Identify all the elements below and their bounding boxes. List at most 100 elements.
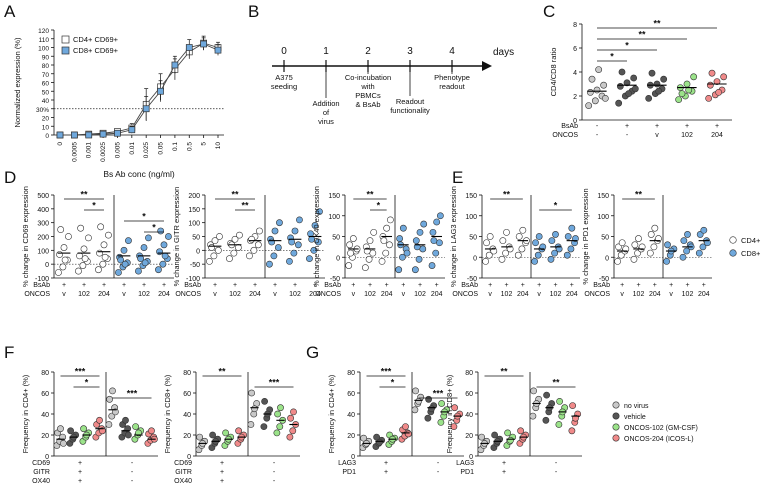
data-point [502,249,509,257]
data-point [450,423,458,430]
panel-g2-row-value: - [555,460,558,467]
data-point [380,237,388,245]
data-point [106,395,114,403]
data-point [386,241,393,249]
panel-d3-row-value: + [351,282,355,289]
data-point [274,410,282,418]
data-point [365,255,373,263]
panel-f2-row-value: - [273,478,276,485]
legend-marker [729,249,737,257]
y-tick-label: 0 [605,255,609,262]
series-marker [200,40,207,48]
data-point [260,423,268,430]
panel-d3-row-label: BsAb [324,282,341,289]
data-point [534,251,542,259]
data-point [211,237,219,245]
panel-e2-row-value: + [685,282,689,289]
data-point [706,81,714,89]
significance-label: * [152,223,156,233]
data-point [140,244,148,251]
data-point [529,412,537,420]
significance-label: *** [433,389,444,399]
data-point [645,95,653,102]
panel-e2-row-label: ONCOS [584,291,610,298]
data-point [135,267,142,275]
data-point [708,69,716,77]
data-point [436,212,444,220]
panel-d1-row-value: + [62,282,66,289]
panel-d1-row-value: v [62,291,66,298]
panel-d2-row-value: + [273,282,277,289]
data-point [345,262,353,269]
panel-c-row-value: - [596,123,599,130]
data-point [268,238,276,246]
panel-d3-row-value: 204 [381,291,393,298]
data-point [276,219,283,227]
legend-marker [612,412,620,420]
data-point [517,427,525,435]
y-tick-label: 300 [37,221,49,228]
significance-label: * [554,201,558,211]
data-point [569,402,577,409]
timeline-day-number: 1 [323,46,329,57]
panel-d2-row-value: 204 [249,291,261,298]
data-point [684,231,691,238]
data-point [653,80,661,88]
data-point [96,249,103,257]
data-point [630,74,638,82]
significance-label: *** [269,378,280,388]
panel-d3-row-value: v [402,291,406,298]
data-point [97,223,105,231]
y-tick-label: 8 [573,22,577,29]
data-point [648,69,656,77]
timeline-annotation: readout [439,82,465,91]
panel-e2-row-value: 204 [698,291,710,298]
data-point [519,226,527,234]
data-point [157,227,165,235]
data-point [96,416,103,424]
y-axis-label: % change in OX40 expression [312,186,321,287]
data-point [593,86,601,94]
y-tick-label: 4 [573,70,577,77]
y-tick-label: 100 [328,214,340,221]
series-marker [71,131,78,139]
y-tick-label: 80 [183,370,191,377]
panel-g2-row-value: + [502,460,506,467]
significance-label: ** [231,190,239,200]
panel-d1-row-value: 204 [158,291,170,298]
panel-c-row-value: + [715,123,719,130]
y-tick-label: 20 [347,433,355,440]
panel-f2-row-value: + [220,469,224,476]
data-point [588,75,596,83]
data-point [429,228,437,236]
timeline-annotation: functionality [390,106,430,115]
significance-label: ** [366,190,374,200]
data-point [65,233,72,240]
timeline-day-number: 2 [365,46,371,57]
panel-f2-row-value: + [220,460,224,467]
timeline-arrow [482,61,492,71]
y-axis-label: % change in GITR expression [172,187,181,287]
panel-d2-row-value: + [313,282,317,289]
panel-d1-row-value: v [122,291,126,298]
data-point [216,233,223,240]
panel-d2-row-label: BsAb [184,282,201,289]
data-point [121,260,129,268]
y-tick-label: 20 [465,433,473,440]
data-point [236,231,243,239]
legend-label: vehicle [624,414,646,421]
legend-marker [61,35,70,44]
panel-e1-row-value: v [537,291,541,298]
y-tick-label: 20 [183,433,191,440]
data-point [105,231,112,239]
data-point [383,224,391,232]
data-point [514,251,522,259]
data-point [160,241,168,249]
data-point [412,237,420,245]
panel-g1-row-label: LAG3 [338,460,356,467]
series-marker [128,126,136,134]
y-tick-label: 0 [196,248,200,255]
data-point [556,397,564,405]
significance-label: ** [653,19,661,29]
